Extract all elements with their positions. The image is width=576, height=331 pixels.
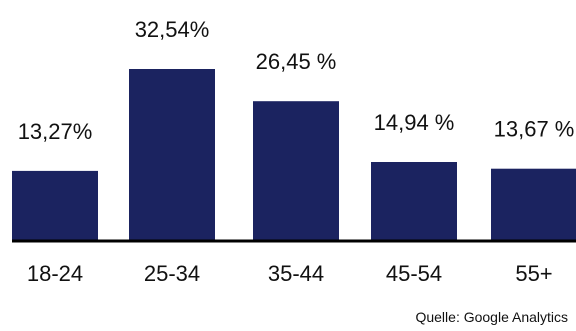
x-tick-label-35-44: 35-44 [268,261,324,286]
data-label-35-44: 26,45 % [256,49,337,74]
bars-layer [12,69,576,241]
bar-45-54 [371,162,457,241]
bar-25-34 [129,69,215,241]
x-tick-labels-layer: 18-24 25-34 35-44 45-54 55+ [27,261,553,286]
x-tick-label-18-24: 18-24 [27,261,83,286]
x-tick-label-25-34: 25-34 [144,261,200,286]
data-label-45-54: 14,94 % [374,110,455,135]
source-note: Quelle: Google Analytics [415,309,568,325]
x-tick-label-45-54: 45-54 [386,261,442,286]
data-label-25-34: 32,54% [135,17,210,42]
bar-18-24 [12,170,98,241]
data-label-18-24: 13,27% [18,119,93,144]
data-labels-layer: 13,27% 32,54% 26,45 % 14,94 % 13,67 % [18,17,575,144]
bar-35-44 [253,101,339,241]
x-tick-label-55+: 55+ [515,261,552,286]
data-label-55+: 13,67 % [494,117,575,142]
bar-55+ [491,168,576,241]
